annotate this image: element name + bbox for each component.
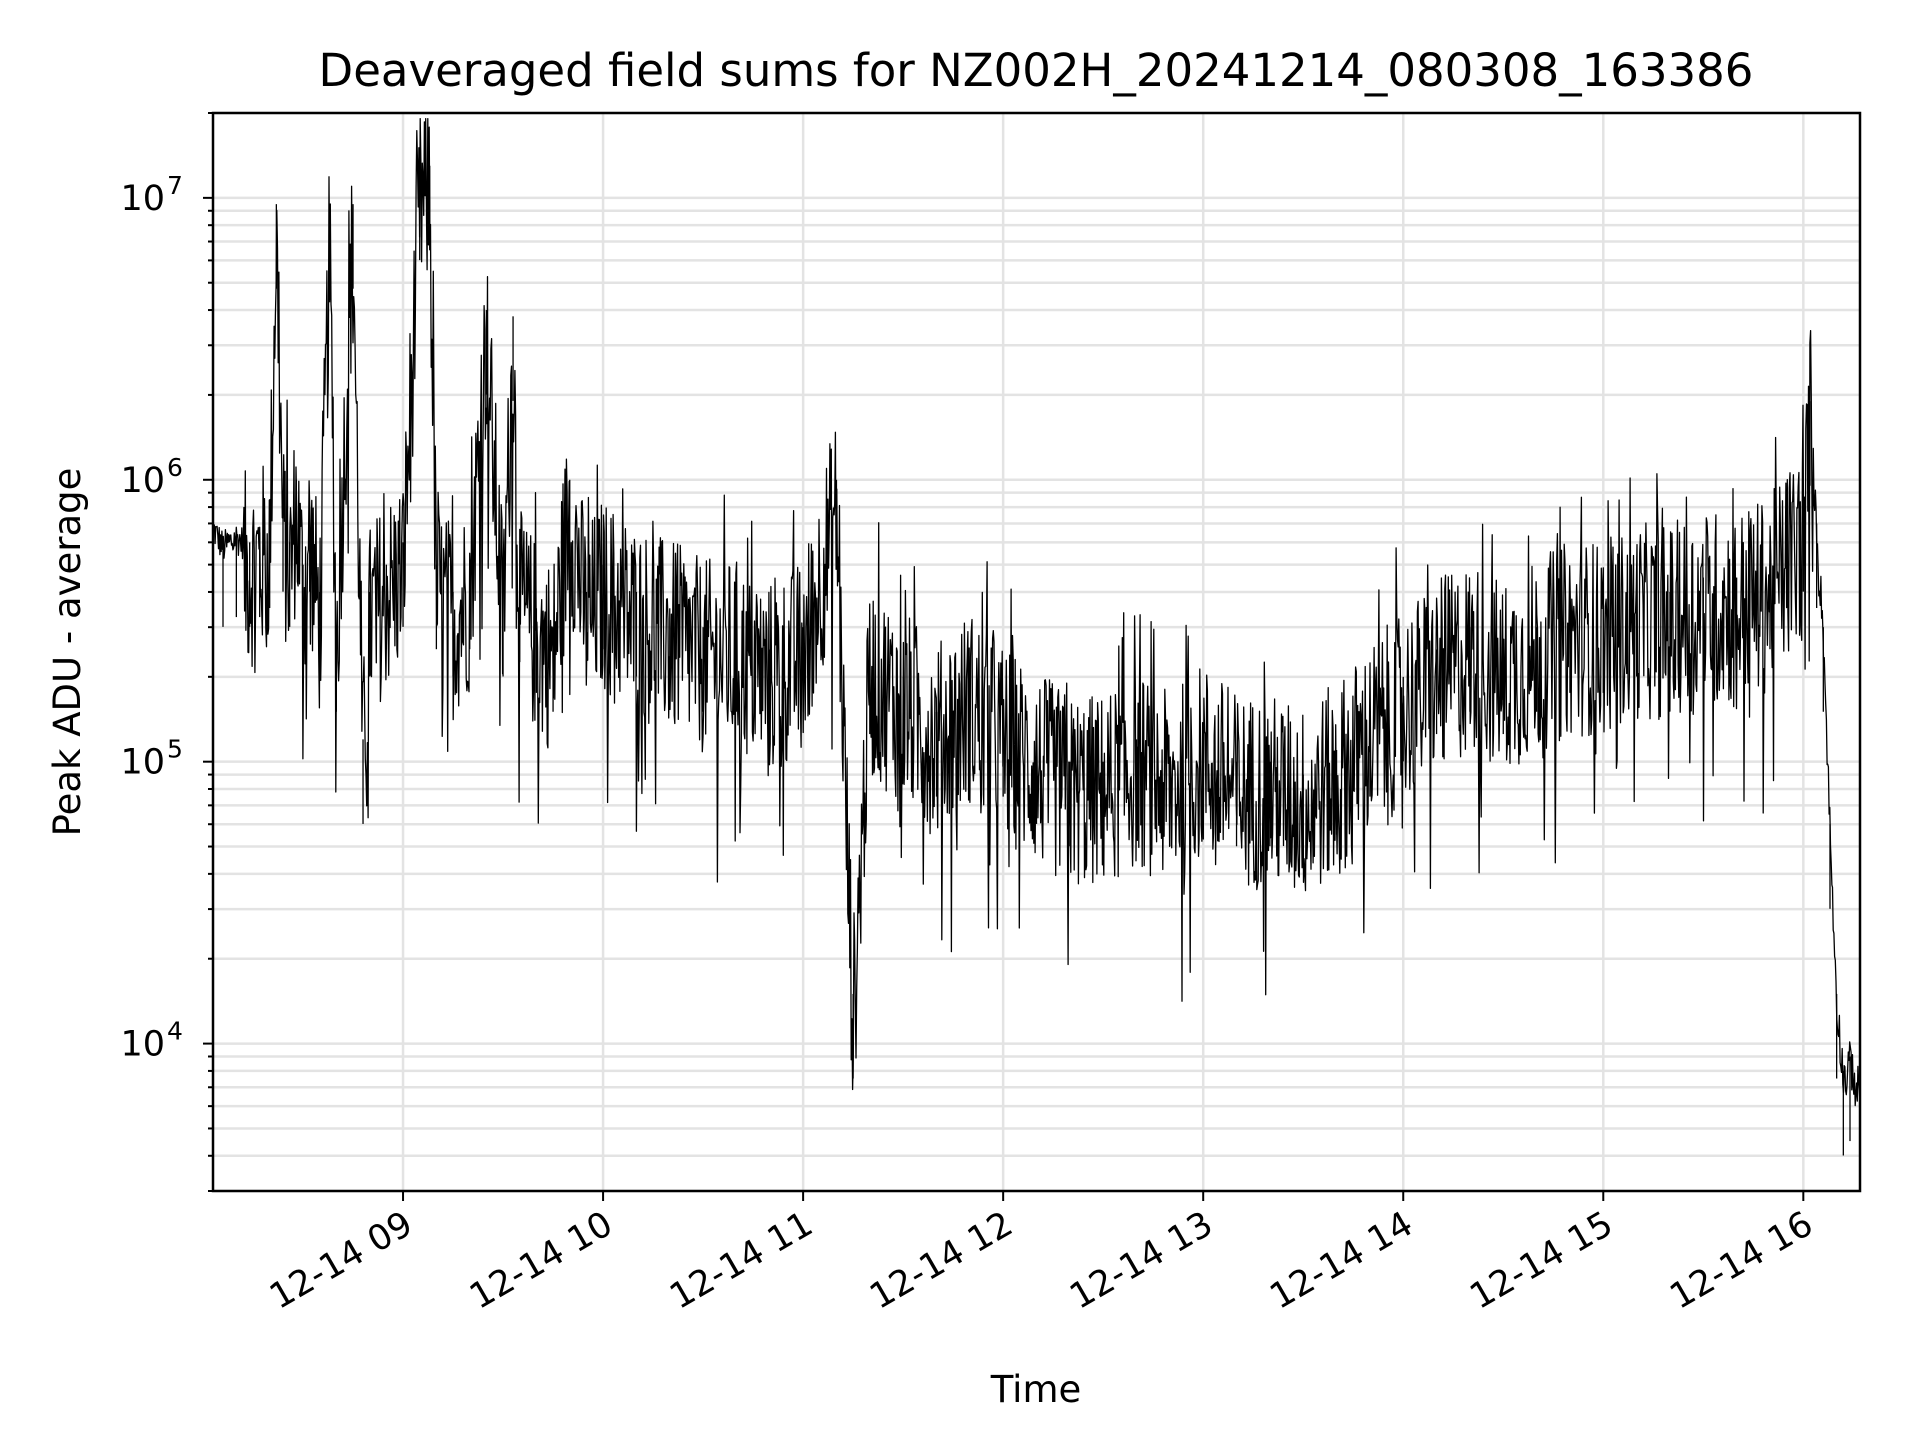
y-tick-label: 10	[120, 1025, 165, 1065]
y-tick-exponent: 6	[167, 453, 183, 482]
y-tick-label: 10	[120, 461, 165, 501]
y-axis-label: Peak ADU - average	[46, 468, 89, 837]
x-tick-label: 12-14 16	[1664, 1204, 1820, 1317]
x-axis-ticks: 12-14 09 12-14 10 12-14 11 12-14 12 12-14 13…	[263, 1191, 1820, 1317]
series-area	[212, 117, 1861, 1172]
x-tick-label: 12-14 15	[1463, 1204, 1619, 1317]
x-tick-label: 12-14 11	[663, 1204, 819, 1317]
y-tick-exponent: 4	[167, 1017, 183, 1046]
x-tick-label: 12-14 13	[1063, 1204, 1219, 1317]
y-tick-label: 10	[120, 743, 165, 783]
x-axis-label: Time	[990, 1368, 1082, 1411]
series-line	[212, 117, 1861, 1107]
y-tick-label: 10	[120, 179, 165, 219]
x-tick-label: 12-14 12	[863, 1204, 1019, 1317]
chart-title: Deaveraged field sums for NZ002H_2024121…	[319, 44, 1754, 97]
x-tick-label: 12-14 10	[463, 1204, 619, 1317]
y-tick-exponent: 5	[167, 735, 183, 764]
y-tick-exponent: 7	[167, 171, 183, 200]
x-tick-label: 12-14 09	[263, 1204, 419, 1317]
plot-frame	[211, 111, 1862, 1193]
x-tick-label: 12-14 14	[1263, 1204, 1419, 1317]
